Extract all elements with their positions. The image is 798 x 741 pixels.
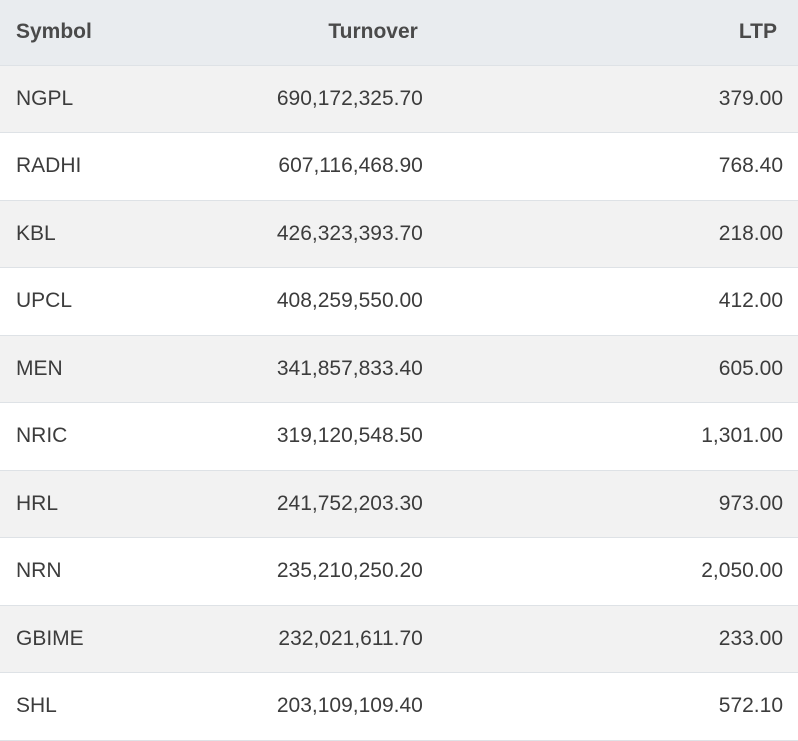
ltp-cell: 218.00 [718,221,783,245]
ltp-cell: 233.00 [718,626,783,650]
column-header-turnover[interactable]: Turnover [328,20,418,44]
table-row[interactable]: GBIME 232,021,611.70 233.00 [0,605,798,673]
table-row[interactable]: NRN 235,210,250.20 2,050.00 [0,537,798,605]
table-row[interactable]: MEN 341,857,833.40 605.00 [0,335,798,403]
symbol-cell[interactable]: NRIC [16,424,68,448]
table-row[interactable]: UPCL 408,259,550.00 412.00 [0,267,798,335]
turnover-cell: 607,116,468.90 [278,154,423,178]
table-row[interactable]: HRL 241,752,203.30 973.00 [0,470,798,538]
table-row[interactable]: NRIC 319,120,548.50 1,301.00 [0,402,798,470]
ltp-cell: 973.00 [718,491,783,515]
symbol-cell[interactable]: MEN [16,356,63,380]
column-header-ltp[interactable]: LTP [738,20,777,44]
symbol-cell[interactable]: GBIME [16,626,84,650]
turnover-cell: 319,120,548.50 [276,424,423,448]
ltp-cell: 768.40 [718,154,783,178]
table-header-row: Symbol Turnover LTP [0,0,798,65]
column-header-symbol[interactable]: Symbol [16,20,92,44]
table-body: NGPL 690,172,325.70 379.00 RADHI 607,116… [0,65,798,740]
table-row[interactable]: RADHI 607,116,468.90 768.40 [0,132,798,200]
ltp-cell: 605.00 [718,356,783,380]
ltp-cell: 572.10 [718,694,783,718]
symbol-cell[interactable]: KBL [16,221,56,245]
ltp-cell: 1,301.00 [701,424,783,448]
symbol-cell[interactable]: NRN [16,559,62,583]
turnover-cell: 341,857,833.40 [276,356,423,380]
symbol-cell[interactable]: SHL [16,694,57,718]
turnover-cell: 690,172,325.70 [276,86,423,110]
ltp-cell: 2,050.00 [701,559,783,583]
turnover-cell: 203,109,109.40 [276,694,423,718]
ltp-cell: 412.00 [718,289,783,313]
symbol-cell[interactable]: HRL [16,491,59,515]
ltp-cell: 379.00 [718,86,783,110]
table-row[interactable]: NGPL 690,172,325.70 379.00 [0,65,798,133]
table-row[interactable]: SHL 203,109,109.40 572.10 [0,672,798,740]
turnover-cell: 426,323,393.70 [276,221,423,245]
symbol-cell[interactable]: UPCL [16,289,73,313]
table-row[interactable]: KBL 426,323,393.70 218.00 [0,200,798,268]
symbol-cell[interactable]: RADHI [16,154,82,178]
turnover-cell: 241,752,203.30 [276,491,423,515]
turnover-cell: 408,259,550.00 [276,289,423,313]
turnover-cell: 232,021,611.70 [278,626,423,650]
symbol-cell[interactable]: NGPL [16,86,74,110]
turnover-cell: 235,210,250.20 [276,559,423,583]
